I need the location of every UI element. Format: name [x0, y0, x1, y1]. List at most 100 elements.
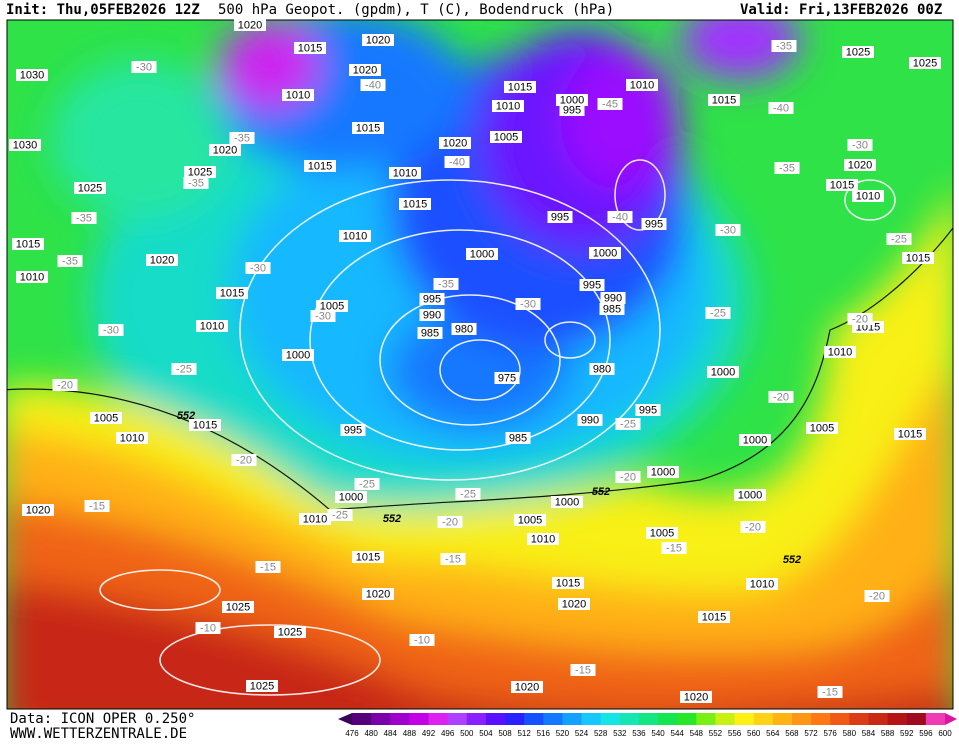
pressure-label-box: [894, 428, 926, 440]
colorbar-label: 476: [345, 729, 359, 738]
init-time: Init: Thu,05FEB2026 12Z: [6, 2, 200, 18]
temperature-label-box: [768, 391, 794, 403]
colorbar-label: 540: [651, 729, 665, 738]
colorbar-arrow: [338, 713, 352, 725]
pressure-label-box: [352, 551, 384, 563]
colorbar-label: 484: [384, 729, 398, 738]
pressure-label: 1015: [356, 122, 380, 134]
temperature-label-box: [131, 61, 157, 73]
pressure-label: 995: [645, 218, 663, 230]
temperature-label-box: [661, 542, 687, 554]
colorbar-label: 532: [613, 729, 627, 738]
pressure-label-box: [635, 404, 661, 416]
pressure-label: 1000: [560, 94, 584, 106]
colorbar-label: 512: [517, 729, 531, 738]
pressure-label-box: [559, 104, 585, 116]
pressure-label: 1020: [684, 691, 708, 703]
colorbar-label: 500: [460, 729, 474, 738]
pressure-label-box: [600, 292, 626, 304]
pressure-label: 1000: [738, 489, 762, 501]
colorbar-segment: [581, 713, 602, 725]
colorbar-label: 480: [364, 729, 378, 738]
temperature-label: -40: [449, 156, 465, 168]
pressure-label-box: [419, 293, 445, 305]
valid-time: Valid: Fri,13FEB2026 00Z: [740, 2, 942, 18]
temperature-label-box: [817, 686, 843, 698]
temperature-label: -15: [575, 664, 591, 676]
geopotential-label: 552: [592, 486, 610, 498]
colorbar-segment: [638, 713, 659, 725]
pressure-label-box: [599, 303, 625, 315]
colorbar-label: 568: [785, 729, 799, 738]
colorbar-segment: [677, 713, 697, 725]
colorbar-label: 592: [900, 729, 914, 738]
colorbar-label: 572: [804, 729, 818, 738]
pressure-label-box: [490, 131, 522, 143]
pressure-label-box: [389, 167, 421, 179]
colorbar-label: 556: [728, 729, 742, 738]
pressure-label: 1005: [650, 527, 674, 539]
pressure-label: 1030: [20, 69, 44, 81]
map-title: 500 hPa Geopot. (gpdm), T (C), Bodendruc…: [218, 2, 614, 18]
temperature-label: -30: [315, 310, 331, 322]
pressure-label-box: [626, 79, 658, 91]
colorbar-segment: [887, 713, 908, 725]
colorbar-segment: [715, 713, 736, 725]
geopotential-label: 552: [383, 513, 401, 525]
temperature-label: -20: [852, 313, 868, 325]
pressure-label-box: [9, 139, 41, 151]
temperature-label: -15: [260, 561, 276, 573]
pressure-label-box: [494, 372, 520, 384]
colorbar-label: 492: [422, 729, 436, 738]
pressure-label-box: [909, 57, 941, 69]
pressure-label-box: [362, 34, 394, 46]
pressure-label-box: [417, 327, 443, 339]
pressure-label: 1005: [810, 422, 834, 434]
pressure-label-box: [641, 218, 667, 230]
colorbar-label: 600: [938, 729, 952, 738]
pressure-label-box: [146, 254, 178, 266]
temperature-label: -20: [236, 454, 252, 466]
temperature-label: -40: [773, 102, 789, 114]
pressure-label-box: [556, 94, 588, 106]
pressure-label-box: [826, 179, 858, 191]
colorbar-segment: [390, 713, 410, 725]
pressure-label: 1015: [308, 160, 332, 172]
temperature-label: -15: [89, 500, 105, 512]
colorbar-segment: [447, 713, 468, 725]
colorbar-segment: [811, 713, 831, 725]
pressure-label-box: [852, 190, 884, 202]
temperature-label: -25: [891, 233, 907, 245]
temperature-label: -15: [666, 542, 682, 554]
pressure-label-box: [16, 69, 48, 81]
temperature-label: -35: [779, 162, 795, 174]
temperature-label-box: [98, 324, 124, 336]
pressure-label: 1020: [26, 504, 50, 516]
pressure-label-box: [739, 434, 771, 446]
colorbar-label: 552: [709, 729, 723, 738]
pressure-label: 1015: [830, 179, 854, 191]
pressure-label: 995: [551, 211, 569, 223]
temperature-label: -35: [776, 40, 792, 52]
temperature-label-box: [705, 307, 731, 319]
colorbar-segment: [791, 713, 812, 725]
colorbar-label: 524: [575, 729, 589, 738]
pressure-label: 1010: [630, 79, 654, 91]
pressure-label-box: [842, 46, 874, 58]
pressure-label: 1020: [366, 34, 390, 46]
colorbar-segment: [428, 713, 449, 725]
temperature-label: -40: [612, 211, 628, 223]
colorbar-segment: [830, 713, 850, 725]
pressure-label: 1020: [213, 144, 237, 156]
pressure-label-box: [74, 182, 106, 194]
pressure-label-box: [340, 424, 366, 436]
colorbar-segment: [619, 713, 640, 725]
colorbar-segment: [906, 713, 927, 725]
pressure-label: 1000: [743, 434, 767, 446]
pressure-label-box: [16, 271, 48, 283]
pressure-label-box: [399, 198, 431, 210]
temperature-label-box: [597, 98, 623, 110]
pressure-label: 1010: [303, 513, 327, 525]
temperature-label: -35: [188, 177, 204, 189]
